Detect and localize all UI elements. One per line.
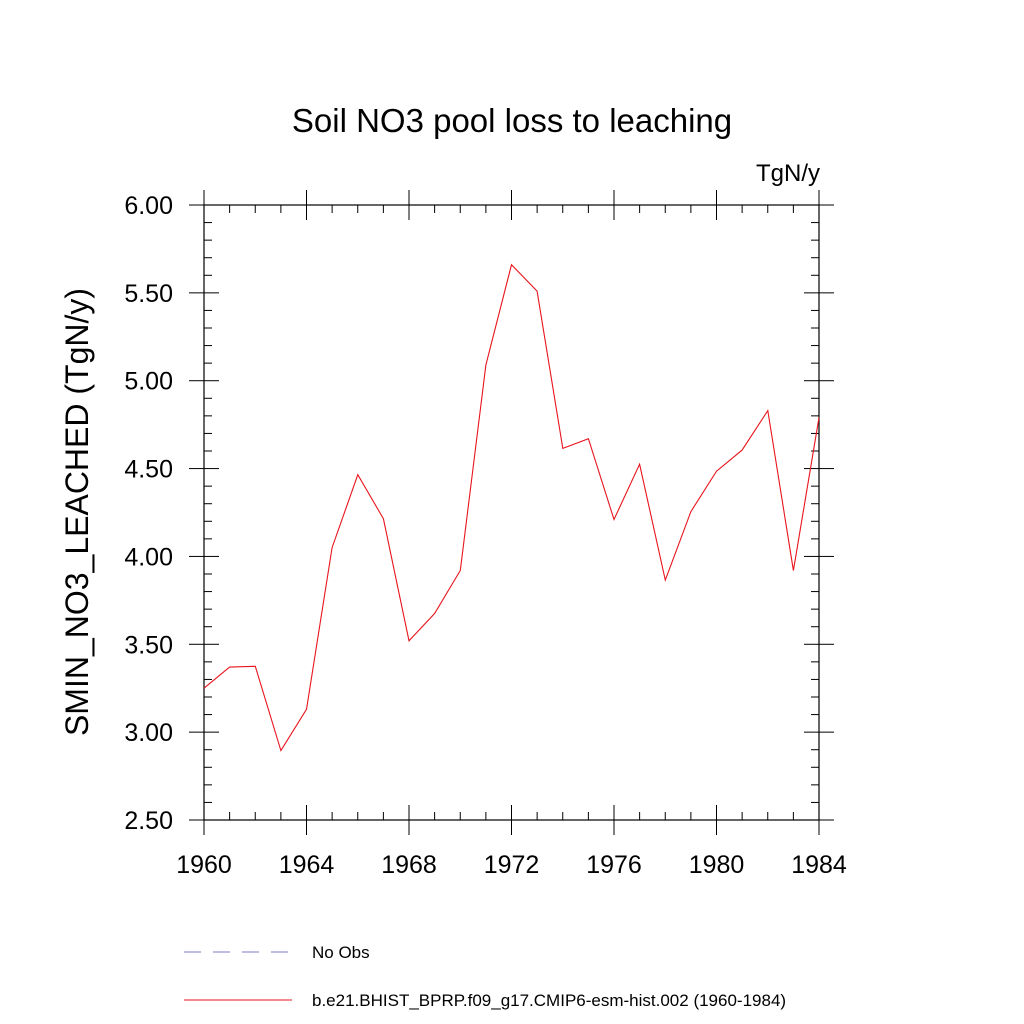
- y-tick-label: 5.50: [124, 280, 173, 308]
- x-tick-label: 1968: [381, 851, 437, 879]
- x-tick-label: 1960: [176, 851, 232, 879]
- legend-label: No Obs: [312, 943, 370, 962]
- y-axis-label: SMIN_NO3_LEACHED (TgN/y): [59, 288, 95, 736]
- y-tick-label: 4.50: [124, 456, 173, 484]
- y-tick-label: 6.00: [124, 192, 173, 220]
- axis-tick-labels: 1960 1964 1968 1972 1976 1980 1984 2.50 3.00 3.50…: [124, 192, 847, 879]
- y-tick-label: 3.50: [124, 631, 173, 659]
- y-tick-label: 4.00: [124, 543, 173, 571]
- units-label: TgN/y: [756, 160, 820, 187]
- legend: No Obs b.e21.BHIST_BPRP.f09_g17.CMIP6-esm…: [184, 943, 786, 1010]
- x-tick-label: 1980: [689, 851, 745, 879]
- x-tick-label: 1984: [791, 851, 847, 879]
- legend-label: b.e21.BHIST_BPRP.f09_g17.CMIP6-esm-hist.…: [312, 991, 786, 1010]
- y-tick-label: 3.00: [124, 719, 173, 747]
- y-tick-label: 2.50: [124, 807, 173, 835]
- x-tick-label: 1972: [484, 851, 540, 879]
- x-tick-label: 1976: [586, 851, 642, 879]
- axis-ticks: [189, 190, 834, 835]
- x-tick-label: 1964: [279, 851, 335, 879]
- series-line: [203, 263, 820, 752]
- plot-frame: [203, 204, 820, 821]
- data-series: [203, 263, 820, 752]
- chart-title: Soil NO3 pool loss to leaching: [292, 102, 732, 139]
- y-tick-label: 5.00: [124, 368, 173, 396]
